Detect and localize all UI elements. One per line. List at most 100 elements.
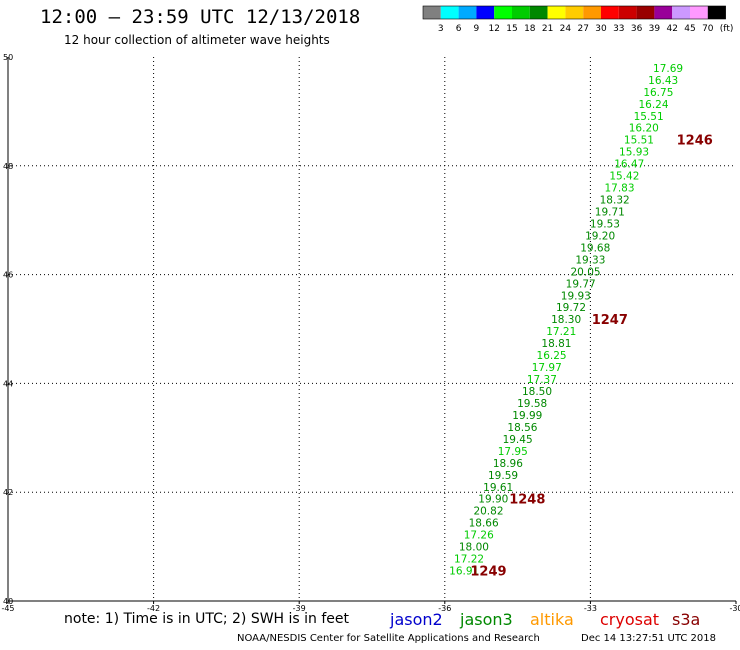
wave-height-value: 17.21 — [546, 326, 576, 338]
wave-height-value: 17.37 — [527, 374, 557, 386]
wave-height-value: 16.91 — [449, 566, 479, 578]
wave-height-value: 18.56 — [507, 422, 537, 434]
wave-height-value: 19.53 — [590, 218, 620, 230]
wave-height-value: 19.77 — [566, 278, 596, 290]
wave-height-value: 16.75 — [643, 87, 673, 99]
scale-label: 33 — [613, 24, 624, 34]
scale-label: 12 — [488, 24, 499, 34]
wave-height-value: 18.32 — [600, 195, 630, 207]
wave-height-value: 19.90 — [478, 494, 508, 506]
wave-height-value: 16.25 — [537, 350, 567, 362]
wave-height-value: 18.66 — [469, 518, 499, 530]
y-tick-label: 46 — [3, 271, 13, 280]
wave-height-value: 19.72 — [556, 302, 586, 314]
wave-height-value: 16.24 — [638, 99, 668, 111]
chart-title: 12:00 – 23:59 UTC 12/13/2018 — [40, 6, 361, 28]
pass-number-label: 1247 — [592, 313, 628, 328]
y-tick-label: 40 — [3, 597, 13, 606]
scale-label: 36 — [631, 24, 643, 34]
scale-label: 39 — [649, 24, 661, 34]
wave-height-value: 18.50 — [522, 386, 552, 398]
wave-height-value: 19.71 — [595, 206, 625, 218]
scale-swatch — [458, 6, 477, 19]
wave-height-value: 17.83 — [604, 183, 634, 195]
wave-height-value: 19.99 — [512, 410, 542, 422]
chart-subtitle: 12 hour collection of altimeter wave hei… — [64, 33, 330, 47]
wave-height-value: 19.20 — [585, 230, 615, 242]
x-tick-label: -39 — [293, 604, 306, 613]
scale-label: 6 — [456, 24, 462, 34]
scale-label: 24 — [560, 24, 572, 34]
axes: -45 -42 -39 -36 -33 -30 40 42 44 46 48 50 — [1, 53, 740, 613]
x-tick-label: -33 — [584, 604, 597, 613]
wave-height-value: 19.68 — [580, 242, 610, 254]
legend-entry-s3a: s3a — [672, 610, 700, 629]
wave-height-value: 15.51 — [624, 135, 654, 147]
legend-entry-cryosat: cryosat — [600, 610, 659, 629]
wave-height-value: 20.05 — [571, 266, 601, 278]
legend-entry-jason3: jason3 — [459, 610, 513, 629]
wave-height-value: 19.61 — [483, 482, 513, 494]
y-tick-label: 50 — [3, 53, 13, 62]
scale-label: 30 — [595, 24, 607, 34]
timestamp-text: Dec 14 13:27:51 UTC 2018 — [581, 633, 716, 644]
y-tick-label: 42 — [3, 488, 13, 497]
scale-label: 15 — [506, 24, 517, 34]
scale-label: 21 — [542, 24, 553, 34]
wave-height-value: 19.45 — [503, 434, 533, 446]
wave-height-value: 15.51 — [634, 111, 664, 123]
credit-text: NOAA/NESDIS Center for Satellite Applica… — [237, 633, 540, 644]
scale-label: 9 — [474, 24, 480, 34]
scale-label: 18 — [524, 24, 536, 34]
wave-height-value: 15.42 — [609, 171, 639, 183]
scale-swatch — [512, 6, 530, 19]
legend-entry-jason2: jason2 — [389, 610, 443, 629]
scale-swatch — [547, 6, 566, 19]
pass-number-label: 1246 — [677, 134, 713, 149]
scale-swatch — [440, 6, 459, 19]
scale-border — [422, 5, 726, 20]
scale-label: 70 — [702, 24, 714, 34]
wave-height-value: 19.33 — [575, 254, 605, 266]
scale-swatch — [654, 6, 673, 19]
pass-number-label: 1248 — [509, 493, 545, 508]
wave-height-value: 17.97 — [532, 362, 562, 374]
wave-height-value: 18.30 — [551, 314, 581, 326]
wave-height-value: 16.20 — [629, 123, 659, 135]
scale-swatch — [636, 6, 655, 19]
satellite-legend: jason2 jason3 altika cryosat s3a — [389, 610, 700, 629]
wave-height-value: 16.47 — [614, 159, 644, 171]
scale-swatch — [423, 6, 441, 19]
wave-height-value: 19.58 — [517, 398, 547, 410]
scale-swatch — [494, 6, 512, 19]
scale-swatch — [476, 6, 495, 19]
pass-labels: 1246 1247 1248 1249 — [470, 134, 712, 580]
scale-label: 45 — [684, 24, 695, 34]
data-points: 17.6916.4316.7516.2415.5116.2015.5115.93… — [449, 63, 683, 578]
scale-swatch — [618, 6, 637, 19]
wave-height-value: 17.69 — [653, 63, 683, 75]
wave-height-value: 18.81 — [541, 338, 571, 350]
x-tick-label: -42 — [147, 604, 160, 613]
scale-label: 42 — [666, 24, 677, 34]
wave-height-value: 17.95 — [498, 446, 528, 458]
wave-height-value: 20.82 — [473, 506, 503, 518]
scale-swatch — [583, 6, 601, 19]
scale-swatch — [601, 6, 619, 19]
pass-number-label: 1249 — [470, 565, 506, 580]
x-tick-label: -30 — [729, 604, 740, 613]
scale-swatch — [529, 6, 548, 19]
scale-label: 3 — [438, 24, 444, 34]
wave-height-value: 15.93 — [619, 147, 649, 159]
scale-swatch — [672, 6, 690, 19]
y-tick-label: 44 — [3, 379, 13, 388]
wave-height-value: 16.43 — [648, 75, 678, 87]
note-text: note: 1) Time is in UTC; 2) SWH is in fe… — [64, 611, 350, 627]
grid — [8, 57, 736, 601]
y-tick-label: 48 — [3, 162, 13, 171]
wave-height-value: 19.59 — [488, 470, 518, 482]
wave-height-value: 19.93 — [561, 290, 591, 302]
x-tick-label: -45 — [1, 604, 14, 613]
